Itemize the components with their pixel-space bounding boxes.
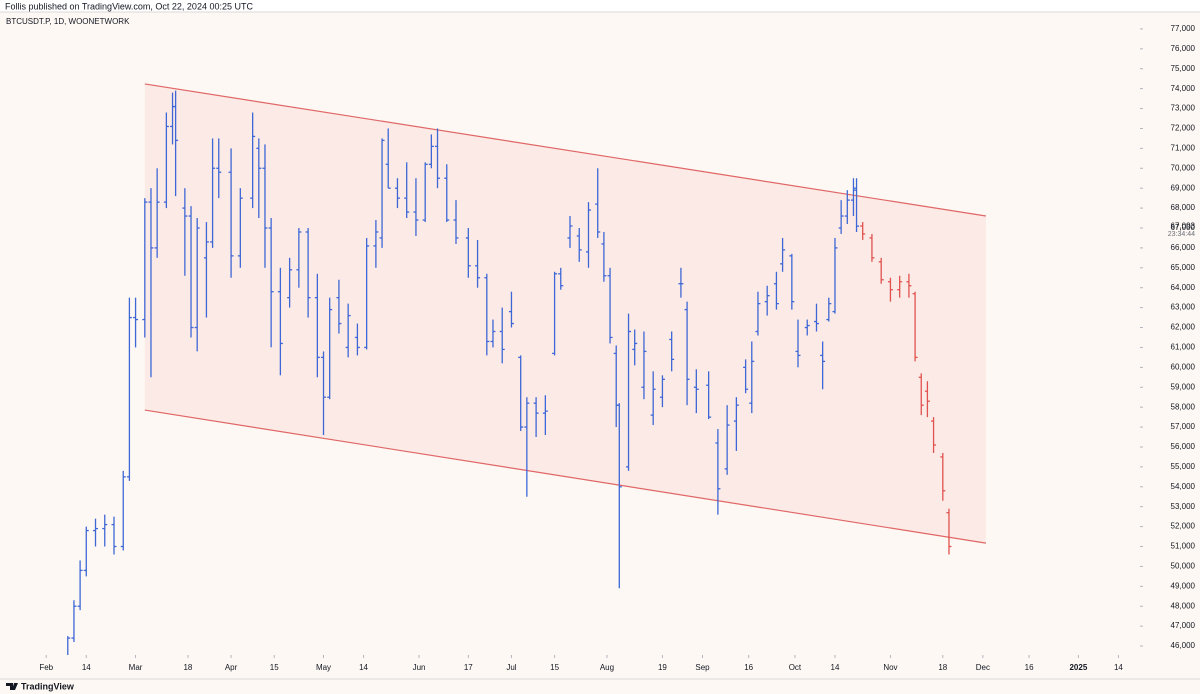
x-tick-label: 15	[270, 663, 279, 672]
x-tick-label: Dec	[976, 663, 990, 672]
y-tick-label: 49,000	[1171, 581, 1196, 590]
x-tick-label: Mar	[129, 663, 143, 672]
y-tick-label: 63,000	[1171, 303, 1196, 312]
y-tick-label: 54,000	[1171, 482, 1196, 491]
x-tick-label: Apr	[225, 663, 238, 672]
symbol-title: BTCUSDT.P, 1D, WOONETWORK	[6, 17, 130, 26]
x-tick-label: 14	[82, 663, 91, 672]
y-tick-label: 72,000	[1171, 124, 1196, 133]
y-tick-label: 67,000	[1171, 223, 1196, 232]
x-tick-label: 18	[938, 663, 947, 672]
y-tick-label: 75,000	[1171, 64, 1196, 73]
x-tick-label: 19	[658, 663, 667, 672]
y-tick-label: 60,000	[1171, 362, 1196, 371]
y-tick-label: 50,000	[1171, 562, 1196, 571]
y-tick-label: 76,000	[1171, 44, 1196, 53]
x-tick-label: Oct	[789, 663, 802, 672]
y-tick-label: 52,000	[1171, 522, 1196, 531]
x-tick-label: Nov	[883, 663, 897, 672]
channel-line	[144, 409, 987, 544]
y-tick-label: 70,000	[1171, 163, 1196, 172]
countdown: 23:34:44	[1168, 231, 1195, 238]
x-tick-label: Aug	[600, 663, 614, 672]
y-tick-label: 66,000	[1171, 243, 1196, 252]
x-tick-label: 14	[359, 663, 368, 672]
y-tick-label: 48,000	[1171, 601, 1196, 610]
channel-line	[144, 83, 987, 217]
last-price-label: 67,093	[1171, 221, 1196, 230]
x-tick-label: 15	[550, 663, 559, 672]
x-tick-label: Jun	[413, 663, 426, 672]
y-tick-label: 71,000	[1171, 143, 1196, 152]
channel-fill	[144, 83, 986, 544]
y-tick-label: 46,000	[1171, 641, 1196, 650]
x-tick-label: 18	[183, 663, 192, 672]
y-tick-label: 59,000	[1171, 382, 1196, 391]
y-tick-label: 56,000	[1171, 442, 1196, 451]
y-tick-label: 62,000	[1171, 323, 1196, 332]
x-tick-label: 14	[831, 663, 840, 672]
x-tick-label: 17	[464, 663, 473, 672]
y-tick-label: 58,000	[1171, 402, 1196, 411]
y-tick-label: 61,000	[1171, 343, 1196, 352]
header-bar	[0, 0, 1200, 12]
y-tick-label: 74,000	[1171, 84, 1196, 93]
x-tick-label: Sep	[695, 663, 710, 672]
x-tick-label: Feb	[39, 663, 53, 672]
x-tick-label: May	[316, 663, 331, 672]
y-tick-label: 57,000	[1171, 422, 1196, 431]
x-tick-label: 2025	[1069, 663, 1087, 672]
y-tick-label: 64,000	[1171, 283, 1196, 292]
x-tick-label: 16	[1025, 663, 1034, 672]
brand: TradingView	[21, 681, 75, 691]
y-tick-label: 68,000	[1171, 203, 1196, 212]
y-tick-label: 55,000	[1171, 462, 1196, 471]
brand-logo	[6, 683, 18, 690]
y-tick-label: 47,000	[1171, 621, 1196, 630]
y-tick-label: 65,000	[1171, 263, 1196, 272]
x-tick-label: Jul	[506, 663, 516, 672]
axes: 46,000 47,000 48,000 49,000 50,000 51,000 52,0…	[39, 24, 1195, 672]
y-tick-label: 51,000	[1171, 542, 1196, 551]
y-tick-label: 77,000	[1171, 24, 1196, 33]
y-tick-label: 69,000	[1171, 183, 1196, 192]
x-tick-label: 14	[1114, 663, 1123, 672]
plot-area	[67, 83, 987, 655]
published-note: Follis published on TradingView.com, Oct…	[5, 1, 253, 11]
y-tick-label: 73,000	[1171, 104, 1196, 113]
x-tick-label: 16	[744, 663, 753, 672]
y-tick-label: 53,000	[1171, 502, 1196, 511]
